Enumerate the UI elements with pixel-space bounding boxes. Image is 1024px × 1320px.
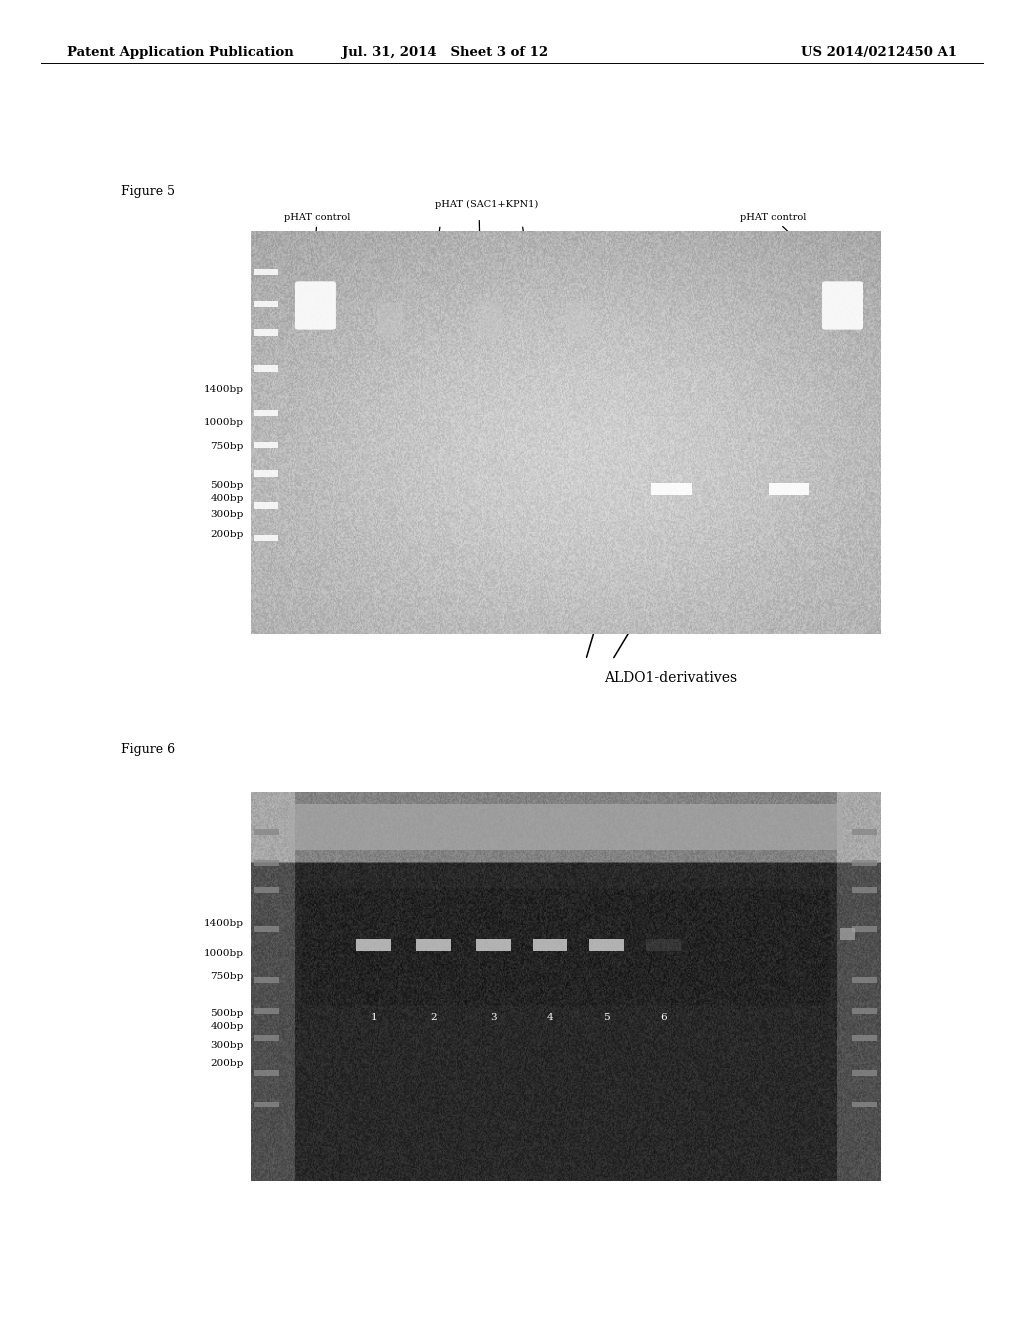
- Bar: [254, 470, 278, 477]
- Bar: [254, 366, 278, 372]
- Bar: [852, 1008, 878, 1014]
- Text: 300bp: 300bp: [210, 1041, 244, 1049]
- Text: ALDO
297bp: ALDO 297bp: [809, 1043, 843, 1064]
- Bar: [254, 1102, 280, 1107]
- Bar: [254, 927, 280, 932]
- Bar: [852, 861, 878, 866]
- Bar: [254, 977, 280, 983]
- Bar: [356, 940, 391, 950]
- Bar: [254, 535, 278, 541]
- Bar: [852, 829, 878, 834]
- Bar: [254, 887, 280, 894]
- FancyBboxPatch shape: [822, 281, 863, 330]
- Text: Figure 5: Figure 5: [121, 185, 175, 198]
- Bar: [565, 304, 591, 335]
- Text: 200bp: 200bp: [210, 1060, 244, 1068]
- Text: 750bp: 750bp: [210, 973, 244, 981]
- Text: pHAT (SAC1+KPN1): pHAT (SAC1+KPN1): [435, 199, 538, 209]
- Bar: [651, 483, 692, 495]
- Text: Jul. 31, 2014   Sheet 3 of 12: Jul. 31, 2014 Sheet 3 of 12: [342, 46, 549, 59]
- Bar: [852, 1102, 878, 1107]
- Bar: [254, 409, 278, 416]
- Bar: [254, 301, 278, 308]
- Bar: [590, 940, 624, 950]
- Bar: [377, 304, 402, 335]
- Text: 400bp: 400bp: [210, 1023, 244, 1031]
- Text: Figure 6: Figure 6: [121, 743, 175, 756]
- Bar: [476, 940, 511, 950]
- Text: 4: 4: [547, 1014, 553, 1023]
- Text: 2: 2: [430, 1014, 437, 1023]
- Bar: [254, 1071, 280, 1076]
- Text: 400bp: 400bp: [210, 495, 244, 503]
- Text: 500bp: 500bp: [210, 482, 244, 490]
- Bar: [532, 940, 567, 950]
- Bar: [477, 304, 503, 335]
- Bar: [289, 804, 843, 850]
- Bar: [254, 1035, 280, 1041]
- Bar: [254, 269, 278, 276]
- Text: 3: 3: [490, 1014, 497, 1023]
- Text: 5: 5: [603, 1014, 610, 1023]
- Bar: [254, 329, 278, 335]
- Text: 500bp: 500bp: [210, 1010, 244, 1018]
- Bar: [254, 861, 280, 866]
- Text: 200bp: 200bp: [210, 531, 244, 539]
- Text: 6: 6: [660, 1014, 667, 1023]
- Bar: [852, 887, 878, 894]
- Bar: [254, 1008, 280, 1014]
- Bar: [254, 442, 278, 449]
- Bar: [852, 1071, 878, 1076]
- Text: Patent Application Publication: Patent Application Publication: [67, 46, 293, 59]
- FancyBboxPatch shape: [295, 281, 336, 330]
- Bar: [254, 829, 280, 834]
- Text: 300bp: 300bp: [210, 511, 244, 519]
- Bar: [769, 483, 810, 495]
- Bar: [852, 977, 878, 983]
- Bar: [254, 503, 278, 508]
- Text: 1: 1: [371, 1014, 377, 1023]
- Text: pHAT control: pHAT control: [740, 213, 822, 264]
- Text: 1000bp: 1000bp: [204, 418, 244, 426]
- Text: 750bp: 750bp: [210, 442, 244, 450]
- Text: US 2014/0212450 A1: US 2014/0212450 A1: [802, 46, 957, 59]
- Bar: [416, 940, 451, 950]
- Text: 1400bp: 1400bp: [204, 385, 244, 393]
- Bar: [852, 1035, 878, 1041]
- Text: pHAT control: pHAT control: [285, 213, 350, 263]
- Bar: [840, 928, 855, 940]
- Text: 1400bp: 1400bp: [204, 920, 244, 928]
- Text: 1000bp: 1000bp: [204, 949, 244, 957]
- Text: ALDO1-derivatives: ALDO1-derivatives: [604, 671, 737, 685]
- Bar: [646, 940, 681, 950]
- Bar: [852, 927, 878, 932]
